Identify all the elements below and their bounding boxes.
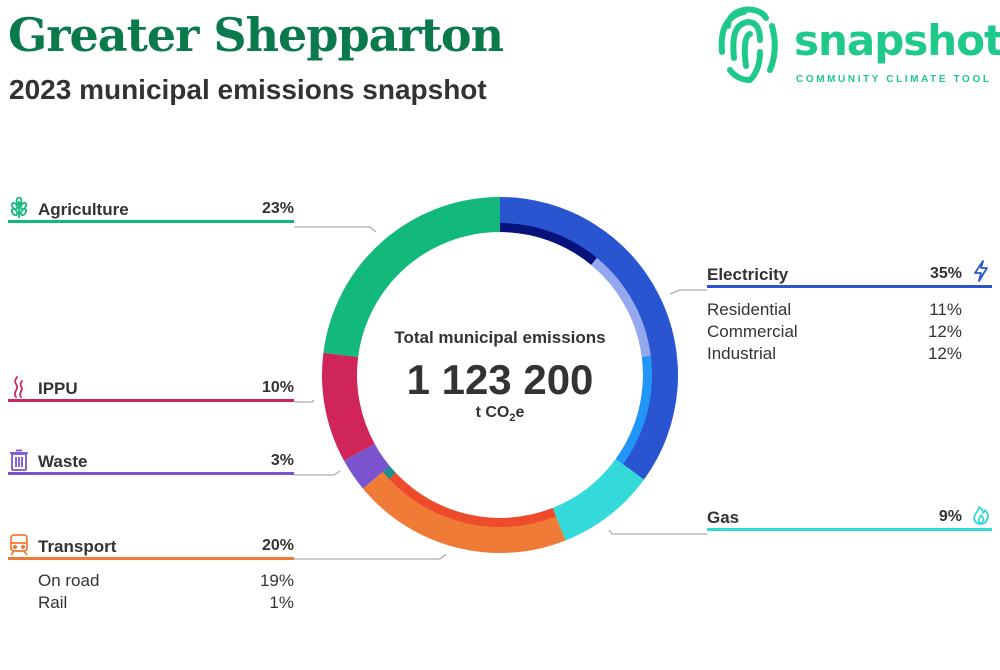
ippu-label: IPPU (38, 379, 78, 398)
transport-sub-pct-rail: 1% (269, 593, 294, 612)
sub-slice-on-road (389, 472, 556, 527)
transport-label: Transport (38, 537, 117, 556)
legend-gas: Gas 9% (707, 506, 992, 537)
electricity-sub-label-residential: Residential (707, 300, 792, 319)
sub-slice-residential (500, 223, 597, 265)
wheat-icon (10, 197, 28, 218)
waste-pct: 3% (270, 452, 294, 469)
electricity-sub-pct-commercial: 12% (927, 322, 962, 341)
leader-line-ippu (294, 399, 315, 403)
gas-rule (707, 528, 992, 531)
electricity-label: Electricity (707, 265, 789, 284)
electricity-sub-pct-industrial: 12% (927, 344, 962, 363)
electricity-sub-label-commercial: Commercial (707, 322, 798, 341)
leader-line-agriculture (294, 226, 377, 233)
slice-transport (362, 466, 566, 553)
legend-electricity: Electricity 35% (707, 260, 992, 294)
center-total-unit: t CO2e (380, 404, 620, 424)
legend-waste: Waste 3% (8, 449, 294, 481)
legend-agriculture: Agriculture 23% (8, 197, 294, 229)
snapshot-logo[interactable]: snapshot COMMUNITY CLIMATE TOOL (714, 0, 1000, 92)
leader-line-waste (294, 470, 341, 476)
gas-label: Gas (707, 508, 740, 527)
slice-waste (344, 443, 390, 489)
sub-slice-commercial (591, 257, 651, 358)
slice-ippu (322, 352, 375, 461)
legend-transport: Transport 20% (8, 534, 294, 566)
page-title: Greater Shepparton (8, 8, 504, 62)
legend-ippu: IPPU 10% (8, 376, 294, 408)
logo-wordmark: snapshot (794, 16, 1000, 65)
smoke-icon (13, 376, 23, 398)
waste-label: Waste (38, 452, 88, 471)
lightning-icon (974, 260, 988, 282)
slice-electricity (500, 197, 678, 480)
center-total-label: Total municipal emissions (394, 328, 606, 347)
page-subtitle: 2023 municipal emissions snapshot (9, 74, 487, 105)
gas-pct: 9% (938, 508, 962, 525)
ippu-rule (8, 399, 294, 402)
unit-subscript: 2 (509, 412, 516, 425)
sub-slice-rail (382, 466, 396, 480)
electricity-sub-label-industrial: Industrial (707, 344, 776, 363)
transport-sub-label-on-road: On road (38, 571, 100, 590)
sub-slice-industrial (615, 355, 652, 465)
slice-agriculture (323, 197, 500, 358)
electricity-sub-pct-residential: 11% (929, 300, 962, 319)
unit-prefix: t CO (475, 404, 510, 421)
agriculture-label: Agriculture (38, 200, 129, 219)
agriculture-pct: 23% (261, 200, 294, 217)
transport-sub-label-rail: Rail (38, 593, 68, 612)
ippu-pct: 10% (261, 379, 294, 396)
fingerprint-icon (718, 6, 778, 83)
waste-rule (8, 472, 294, 475)
center-total-value: 1 123 200 (406, 356, 594, 403)
agriculture-rule (8, 220, 294, 223)
leader-line-transport (294, 553, 447, 560)
transport-pct: 20% (261, 537, 294, 554)
logo-tagline: COMMUNITY CLIMATE TOOL (796, 74, 992, 85)
transport-rule (8, 557, 294, 560)
donut-sub-slices (382, 223, 652, 527)
leader-line-gas (608, 529, 707, 535)
leader-line-electricity (669, 289, 707, 295)
leader-lines (294, 226, 707, 560)
transport-sub-pct-on-road: 19% (259, 571, 294, 590)
donut-slices (322, 197, 678, 553)
train-icon (10, 534, 28, 556)
electricity-pct: 35% (929, 265, 962, 282)
flame-icon (973, 506, 989, 525)
slice-gas (552, 459, 645, 541)
unit-suffix: e (515, 404, 525, 421)
bin-icon (10, 449, 28, 471)
electricity-rule (707, 285, 992, 288)
